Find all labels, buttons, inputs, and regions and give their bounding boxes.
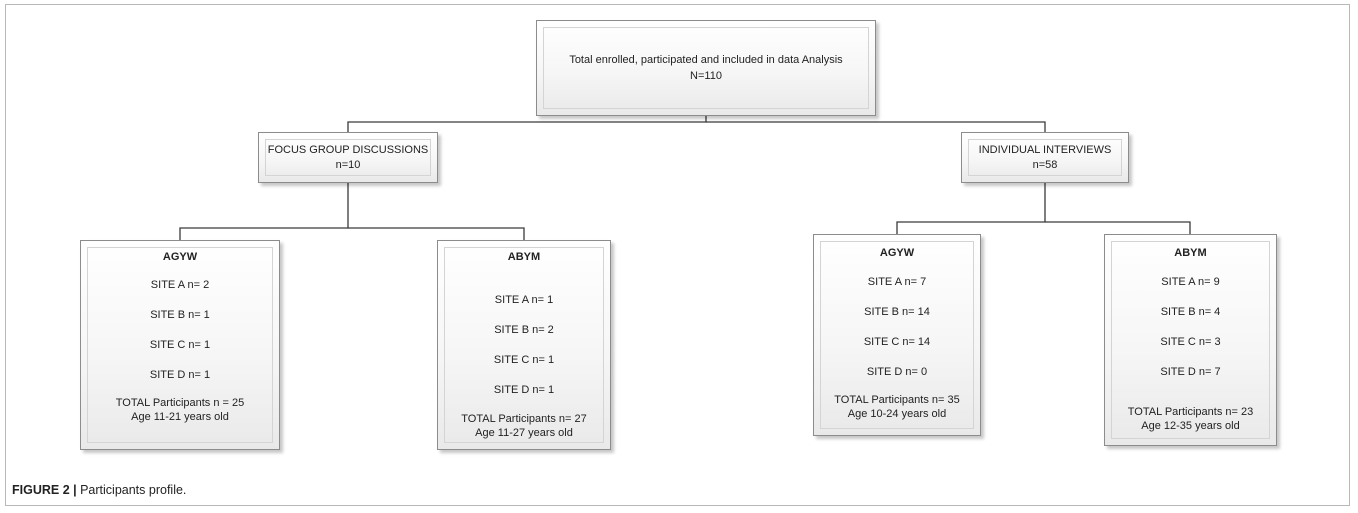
focus-group-inner-border: [265, 139, 431, 176]
connector-root-to-fgd: [347, 116, 707, 132]
ii-agyw-heading: AGYW: [879, 247, 915, 259]
ii-agyw-age: Age 10-24 years old: [847, 408, 947, 420]
focus-group-node: FOCUS GROUP DISCUSSIONS n=10: [258, 132, 438, 183]
fgd-agyw-heading: AGYW: [162, 251, 198, 263]
ii-abym-site-d: SITE D n= 7: [1160, 366, 1221, 378]
figure-caption-label: FIGURE 2 |: [12, 483, 77, 497]
figure-caption-text: Participants profile.: [76, 483, 187, 497]
connector-ii-to-agyw: [896, 183, 1046, 234]
individual-interviews-inner-border: [968, 139, 1122, 176]
root-node: Total enrolled, participated and include…: [536, 20, 876, 116]
ii-agyw-site-d: SITE D n= 0: [866, 366, 928, 378]
connector-fgd-to-abym: [348, 227, 525, 240]
fgd-agyw-site-b: SITE B n= 1: [150, 309, 210, 321]
connector-root-to-ii: [706, 121, 1046, 132]
fgd-abym-total: TOTAL Participants n= 27: [461, 413, 587, 425]
fgd-abym-site-c: SITE C n= 1: [493, 354, 555, 366]
root-title: Total enrolled, participated and include…: [569, 54, 843, 66]
focus-group-count: n=10: [335, 158, 361, 171]
fgd-abym-node: ABYM SITE A n= 1 SITE B n= 2 SITE C n= 1…: [437, 240, 611, 450]
figure-caption: FIGURE 2 | Participants profile.: [12, 483, 186, 497]
fgd-agyw-site-d: SITE D n= 1: [149, 369, 211, 381]
individual-interviews-count: n=58: [1032, 158, 1058, 171]
individual-interviews-node: INDIVIDUAL INTERVIEWS n=58: [961, 132, 1129, 183]
fgd-abym-site-d: SITE D n= 1: [493, 384, 555, 396]
ii-agyw-site-b: SITE B n= 14: [864, 306, 930, 318]
fgd-agyw-node: AGYW SITE A n= 2 SITE B n= 1 SITE C n= 1…: [80, 240, 280, 450]
ii-abym-site-a: SITE A n= 9: [1161, 276, 1220, 288]
ii-abym-heading: ABYM: [1174, 247, 1207, 259]
fgd-abym-inner-border: [444, 247, 604, 443]
ii-abym-node: ABYM SITE A n= 9 SITE B n= 4 SITE C n= 3…: [1104, 234, 1277, 446]
individual-interviews-title: INDIVIDUAL INTERVIEWS: [978, 143, 1112, 156]
ii-agyw-inner-border: [820, 241, 974, 429]
ii-abym-site-b: SITE B n= 4: [1160, 306, 1221, 318]
fgd-abym-heading: ABYM: [507, 251, 541, 263]
ii-abym-age: Age 12-35 years old: [1141, 420, 1240, 432]
ii-abym-total: TOTAL Participants n= 23: [1127, 406, 1254, 418]
root-inner-border: [543, 27, 869, 109]
ii-agyw-site-c: SITE C n= 14: [863, 336, 931, 348]
fgd-agyw-site-a: SITE A n= 2: [150, 279, 210, 291]
ii-abym-inner-border: [1111, 241, 1270, 439]
connector-ii-to-abym: [1045, 221, 1191, 234]
fgd-abym-site-b: SITE B n= 2: [494, 324, 554, 336]
fgd-agyw-age: Age 11-21 years old: [131, 411, 229, 423]
fgd-agyw-inner-border: [87, 247, 273, 443]
ii-agyw-site-a: SITE A n= 7: [867, 276, 927, 288]
root-total: N=110: [690, 70, 722, 82]
ii-agyw-node: AGYW SITE A n= 7 SITE B n= 14 SITE C n= …: [813, 234, 981, 436]
focus-group-title: FOCUS GROUP DISCUSSIONS: [267, 143, 429, 156]
fgd-abym-site-a: SITE A n= 1: [494, 294, 554, 306]
fgd-abym-age: Age 11-27 years old: [475, 427, 573, 439]
fgd-agyw-site-c: SITE C n= 1: [149, 339, 211, 351]
connector-fgd-to-agyw: [179, 183, 349, 240]
ii-abym-site-c: SITE C n= 3: [1160, 336, 1221, 348]
fgd-agyw-total: TOTAL Participants n = 25: [115, 397, 245, 409]
ii-agyw-total: TOTAL Participants n= 35: [834, 394, 960, 406]
